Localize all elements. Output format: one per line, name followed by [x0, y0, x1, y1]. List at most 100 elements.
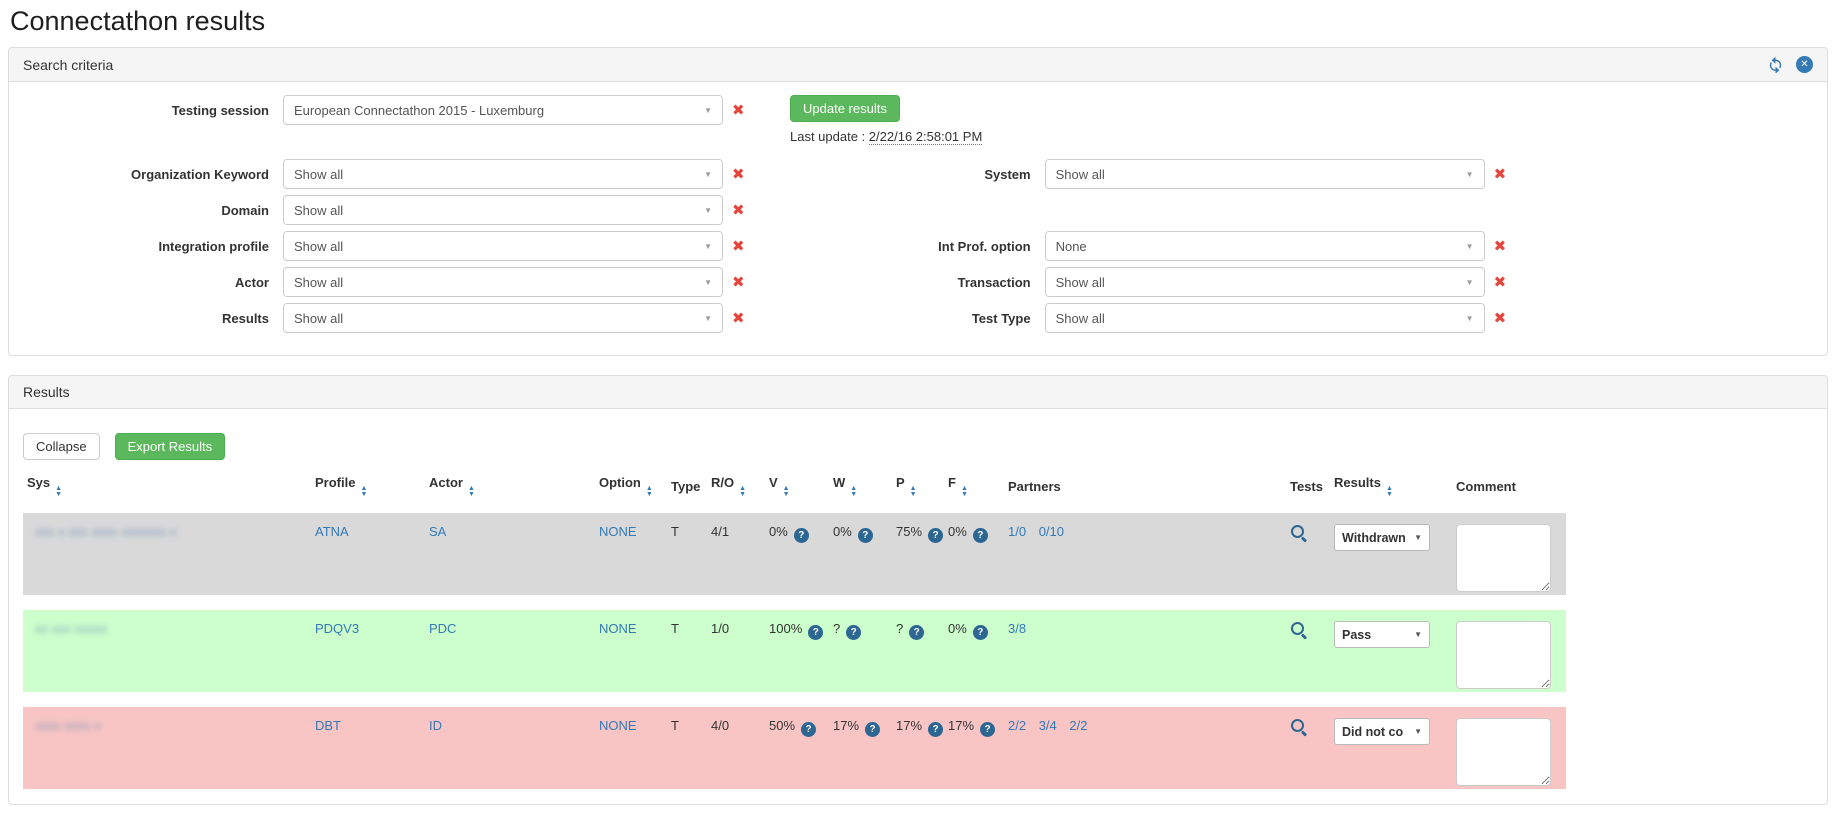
field-label-integration-profile: Integration profile — [158, 238, 270, 254]
f-value: 0% — [948, 524, 967, 539]
help-icon[interactable]: ? — [980, 722, 996, 737]
clear-results-filter-icon[interactable]: ✖ — [732, 309, 745, 327]
ro-value: 4/0 — [711, 718, 730, 733]
clear-organization-keyword-icon[interactable]: ✖ — [732, 165, 745, 183]
search-criteria-header: Search criteria ✕ — [9, 48, 1827, 82]
clear-domain-icon[interactable]: ✖ — [732, 201, 745, 219]
help-icon[interactable]: ? — [972, 625, 988, 640]
field-label-system: System — [984, 166, 1031, 182]
help-icon[interactable]: ? — [857, 528, 873, 543]
column-header-profile[interactable]: Profile — [315, 475, 429, 498]
help-icon[interactable]: ? — [801, 722, 817, 737]
sort-icon — [850, 486, 857, 498]
sys-link-redacted[interactable]: xxx x xxx xxxx xxxxxxx x — [35, 524, 177, 539]
column-header-results[interactable]: Results — [1334, 475, 1446, 498]
help-icon[interactable]: ? — [846, 625, 862, 640]
results-panel: Results Collapse Export Results Sys Prof… — [8, 375, 1828, 805]
profile-link[interactable]: DBT — [315, 718, 341, 733]
sort-icon — [961, 486, 968, 498]
help-icon[interactable]: ? — [808, 625, 824, 640]
actor-select[interactable]: Show all — [283, 267, 723, 297]
actor-link[interactable]: ID — [429, 718, 442, 733]
refresh-icon[interactable] — [1767, 56, 1784, 73]
sort-icon — [360, 486, 367, 498]
partner-link[interactable]: 3/8 — [1008, 621, 1027, 636]
search-criteria-panel: Search criteria ✕ Testing session Europe… — [8, 47, 1828, 356]
field-label-int-prof-option: Int Prof. option — [938, 238, 1031, 254]
actor-link[interactable]: SA — [429, 524, 447, 539]
partner-link[interactable]: 3/4 — [1038, 718, 1057, 733]
clear-actor-icon[interactable]: ✖ — [732, 273, 745, 291]
actor-link[interactable]: PDC — [429, 621, 457, 636]
column-header-v[interactable]: V — [769, 475, 833, 498]
column-header-f[interactable]: F — [948, 475, 1008, 498]
column-header-option[interactable]: Option — [599, 475, 671, 498]
sys-link-redacted[interactable]: xxxx xxxx x — [35, 718, 101, 733]
partner-link[interactable]: 2/2 — [1069, 718, 1088, 733]
help-icon[interactable]: ? — [972, 528, 988, 543]
comment-textarea[interactable] — [1456, 524, 1551, 592]
result-row: xx xxx xxxxx PDQV3 PDC NONE T 1/0 100%? … — [23, 610, 1566, 692]
export-results-button[interactable]: Export Results — [114, 433, 226, 460]
column-header-w[interactable]: W — [833, 475, 896, 498]
option-link[interactable]: NONE — [599, 718, 637, 733]
help-icon[interactable]: ? — [928, 722, 944, 737]
sys-link-redacted[interactable]: xx xxx xxxxx — [35, 621, 108, 636]
clear-integration-profile-icon[interactable]: ✖ — [732, 237, 745, 255]
partner-link[interactable]: 2/2 — [1008, 718, 1027, 733]
help-icon[interactable]: ? — [793, 528, 809, 543]
profile-link[interactable]: PDQV3 — [315, 621, 360, 636]
close-panel-icon[interactable]: ✕ — [1796, 56, 1813, 73]
column-header-p[interactable]: P — [896, 475, 948, 498]
sort-icon — [468, 486, 475, 498]
clear-test-type-icon[interactable]: ✖ — [1493, 309, 1507, 327]
sort-icon — [646, 486, 653, 498]
partner-link[interactable]: 1/0 — [1008, 524, 1027, 539]
integration-profile-select[interactable]: Show all — [283, 231, 723, 261]
profile-link[interactable]: ATNA — [315, 524, 349, 539]
system-select[interactable]: Show all — [1044, 159, 1485, 189]
help-icon[interactable]: ? — [909, 625, 925, 640]
comment-textarea[interactable] — [1456, 718, 1551, 786]
clear-int-prof-option-icon[interactable]: ✖ — [1493, 237, 1507, 255]
transaction-select[interactable]: Show all — [1044, 267, 1485, 297]
result-status-select[interactable]: Withdrawn — [1334, 524, 1430, 551]
search-tests-icon[interactable] — [1290, 718, 1307, 735]
clear-transaction-icon[interactable]: ✖ — [1493, 273, 1507, 291]
result-row: xxxx xxxx x DBT ID NONE T 4/0 50%? 17%? … — [23, 707, 1566, 789]
ro-value: 4/1 — [711, 524, 730, 539]
help-icon[interactable]: ? — [928, 528, 944, 543]
clear-system-icon[interactable]: ✖ — [1493, 165, 1507, 183]
update-results-button[interactable]: Update results — [790, 95, 900, 122]
type-value: T — [671, 524, 679, 539]
column-header-comment: Comment — [1456, 479, 1516, 494]
results-body: Collapse Export Results Sys Profile Acto… — [9, 409, 1827, 804]
search-tests-icon[interactable] — [1290, 621, 1307, 638]
search-tests-icon[interactable] — [1290, 524, 1307, 541]
testing-session-select[interactable]: European Connectathon 2015 - Luxemburg — [283, 95, 723, 125]
partner-link[interactable]: 0/10 — [1038, 524, 1065, 539]
result-status-select[interactable]: Pass — [1334, 621, 1430, 648]
column-header-actor[interactable]: Actor — [429, 475, 599, 498]
column-header-sys[interactable]: Sys — [23, 475, 315, 498]
option-link[interactable]: NONE — [599, 524, 637, 539]
results-filter-select[interactable]: Show all — [283, 303, 723, 333]
help-icon[interactable]: ? — [865, 722, 881, 737]
int-prof-option-select[interactable]: None — [1044, 231, 1485, 261]
organization-keyword-select[interactable]: Show all — [283, 159, 723, 189]
column-header-ro[interactable]: R/O — [711, 475, 769, 498]
field-label-organization-keyword: Organization Keyword — [131, 166, 269, 182]
domain-select[interactable]: Show all — [283, 195, 723, 225]
page-title: Connectathon results — [10, 6, 266, 36]
option-link[interactable]: NONE — [599, 621, 637, 636]
column-header-tests: Tests — [1290, 479, 1323, 494]
test-type-select[interactable]: Show all — [1044, 303, 1485, 333]
v-value: 0% — [769, 524, 788, 539]
collapse-button[interactable]: Collapse — [23, 433, 100, 460]
result-status-select[interactable]: Did not co — [1334, 718, 1430, 745]
w-value: 0% — [833, 524, 852, 539]
clear-testing-session-icon[interactable]: ✖ — [732, 101, 745, 119]
comment-textarea[interactable] — [1456, 621, 1551, 689]
sort-icon — [783, 486, 790, 498]
field-label-actor: Actor — [235, 274, 269, 290]
